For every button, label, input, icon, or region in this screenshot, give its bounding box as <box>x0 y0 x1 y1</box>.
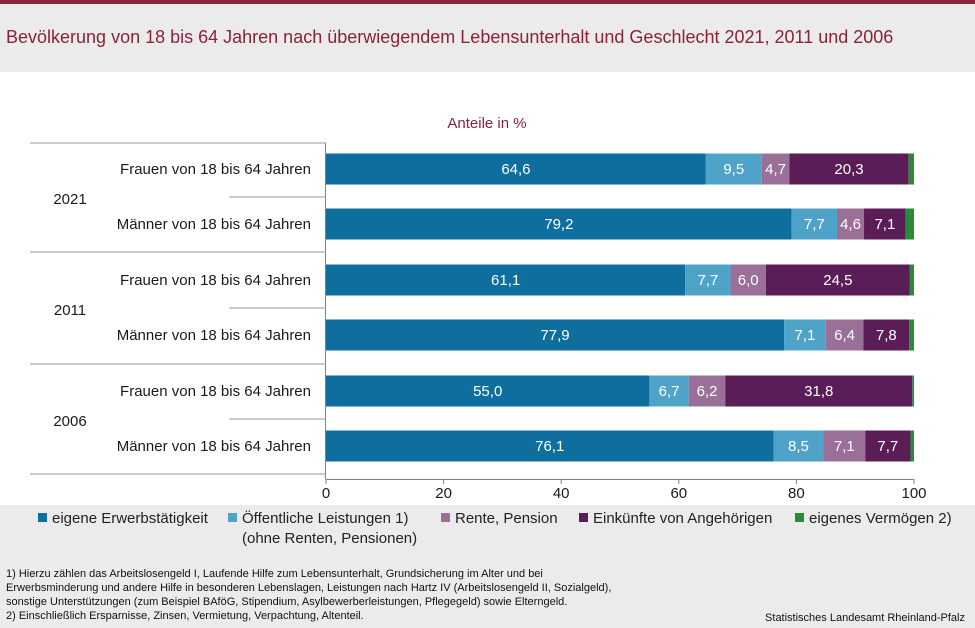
year-label: 2006 <box>53 413 86 430</box>
bar-segment <box>326 319 785 351</box>
bar-segment <box>910 430 914 462</box>
legend-label-vermoegen: eigenes Vermögen 2) <box>809 510 952 527</box>
year-label: 2011 <box>54 302 86 319</box>
bar-segment <box>784 319 826 351</box>
chart-title: Bevölkerung von 18 bis 64 Jahren nach üb… <box>6 27 894 47</box>
data-label: 9,5 <box>723 161 744 178</box>
data-label: 7,7 <box>804 216 825 233</box>
bar-segment <box>326 264 686 296</box>
bar-segment <box>326 430 774 462</box>
legend-item-rente: Rente, Pension <box>441 510 558 527</box>
data-label: 7,1 <box>874 216 895 233</box>
legend-label-erwerb: eigene Erwerbstätigkeit <box>52 510 208 527</box>
bar-segment <box>730 264 766 296</box>
top-rule <box>0 0 975 4</box>
row-label: Frauen von 18 bis 64 Jahren <box>120 383 311 400</box>
data-label: 61,1 <box>491 272 520 289</box>
bar-segment <box>909 264 914 296</box>
bar-segment <box>789 153 909 185</box>
legend-swatch-vermoegen <box>795 513 804 522</box>
bar-segment <box>909 319 914 351</box>
bar-segment <box>688 375 726 407</box>
bar-segment <box>912 375 914 407</box>
bar-segment <box>326 153 706 185</box>
footnotes: 1) Hierzu zählen das Arbeitslosengeld I,… <box>6 567 726 623</box>
bar-segment <box>863 319 910 351</box>
data-label: 24,5 <box>823 272 852 289</box>
bar-segment <box>725 375 913 407</box>
x-tick-label: 60 <box>670 485 687 502</box>
bar-segment <box>765 264 910 296</box>
row-label: Frauen von 18 bis 64 Jahren <box>120 272 311 289</box>
data-label: 55,0 <box>473 383 502 400</box>
footnote-line: 2) Einschließlich Ersparnisse, Zinsen, V… <box>6 610 364 622</box>
legend-item-oeffentlich: Öffentliche Leistungen 1) (ohne Renten, … <box>228 510 417 547</box>
x-tick-label: 80 <box>788 485 805 502</box>
x-tick-label: 0 <box>322 485 330 502</box>
legend-item-vermoegen: eigenes Vermögen 2) <box>795 510 952 527</box>
bar-segment <box>836 208 865 240</box>
bar-segment <box>908 153 914 185</box>
data-label: 6,2 <box>697 383 718 400</box>
x-tick-label: 100 <box>901 485 926 502</box>
bar-segment <box>791 208 837 240</box>
data-label: 76,1 <box>535 438 564 455</box>
legend: eigene Erwerbstätigkeit Öffentliche Leis… <box>38 510 968 550</box>
legend-item-erwerb: eigene Erwerbstätigkeit <box>38 510 208 527</box>
row-label: Männer von 18 bis 64 Jahren <box>117 327 311 344</box>
bar-segment <box>865 430 911 462</box>
legend-swatch-erwerb <box>38 513 47 522</box>
data-label: 79,2 <box>544 216 573 233</box>
stacked-bar-chart: Anteile in % 2021 Frauen von 18 bis 64 Jah… <box>0 80 975 505</box>
footnote-line: sonstige Unterstützungen (zum Beispiel B… <box>6 596 568 608</box>
data-label: 4,6 <box>840 216 861 233</box>
data-label: 4,7 <box>765 161 786 178</box>
data-label: 7,8 <box>876 327 897 344</box>
footnote-line: Erwerbsminderung und andere Hilfe in bes… <box>6 582 612 594</box>
data-label: 7,7 <box>697 272 718 289</box>
data-label: 20,3 <box>834 161 863 178</box>
legend-swatch-oeffentlich <box>228 513 237 522</box>
bar-segment <box>864 208 906 240</box>
data-label: 6,4 <box>834 327 855 344</box>
legend-label-angehoerige: Einkünfte von Angehörigen <box>593 510 773 527</box>
bar-segment <box>905 208 914 240</box>
data-label: 7,1 <box>834 438 855 455</box>
bar-segment <box>649 375 689 407</box>
x-tick-label: 40 <box>553 485 570 502</box>
data-label: 77,9 <box>540 327 569 344</box>
legend-label-oeffentlich-line2: (ohne Renten, Pensionen) <box>242 530 418 547</box>
data-label: 6,7 <box>659 383 680 400</box>
source-credit: Statistisches Landesamt Rheinland-Pfalz <box>765 612 965 624</box>
legend-label-rente: Rente, Pension <box>455 510 558 527</box>
bar-segment <box>705 153 762 185</box>
legend-swatch-rente <box>441 513 450 522</box>
legend-label-oeffentlich: Öffentliche Leistungen 1) <box>242 510 409 527</box>
data-label: 31,8 <box>804 383 833 400</box>
bar-segment <box>685 264 731 296</box>
data-label: 7,1 <box>794 327 815 344</box>
row-label: Männer von 18 bis 64 Jahren <box>117 216 311 233</box>
data-label: 64,6 <box>501 161 530 178</box>
title-separator <box>0 72 975 80</box>
legend-item-angehoerige: Einkünfte von Angehörigen <box>579 510 772 527</box>
row-label: Frauen von 18 bis 64 Jahren <box>120 161 311 178</box>
data-label: 7,7 <box>877 438 898 455</box>
bar-segment <box>773 430 824 462</box>
row-label: Männer von 18 bis 64 Jahren <box>117 438 311 455</box>
bar-segment <box>326 375 650 407</box>
bar-segment <box>761 153 790 185</box>
bar-segment <box>823 430 866 462</box>
footnote-line: 1) Hierzu zählen das Arbeitslosengeld I,… <box>6 568 543 580</box>
chart-subtitle: Anteile in % <box>447 115 526 132</box>
year-label: 2021 <box>53 191 86 208</box>
x-tick-label: 20 <box>435 485 452 502</box>
bar-segment <box>326 208 792 240</box>
data-label: 6,0 <box>738 272 759 289</box>
bar-segment <box>825 319 864 351</box>
data-label: 8,5 <box>788 438 809 455</box>
legend-swatch-angehoerige <box>579 513 588 522</box>
